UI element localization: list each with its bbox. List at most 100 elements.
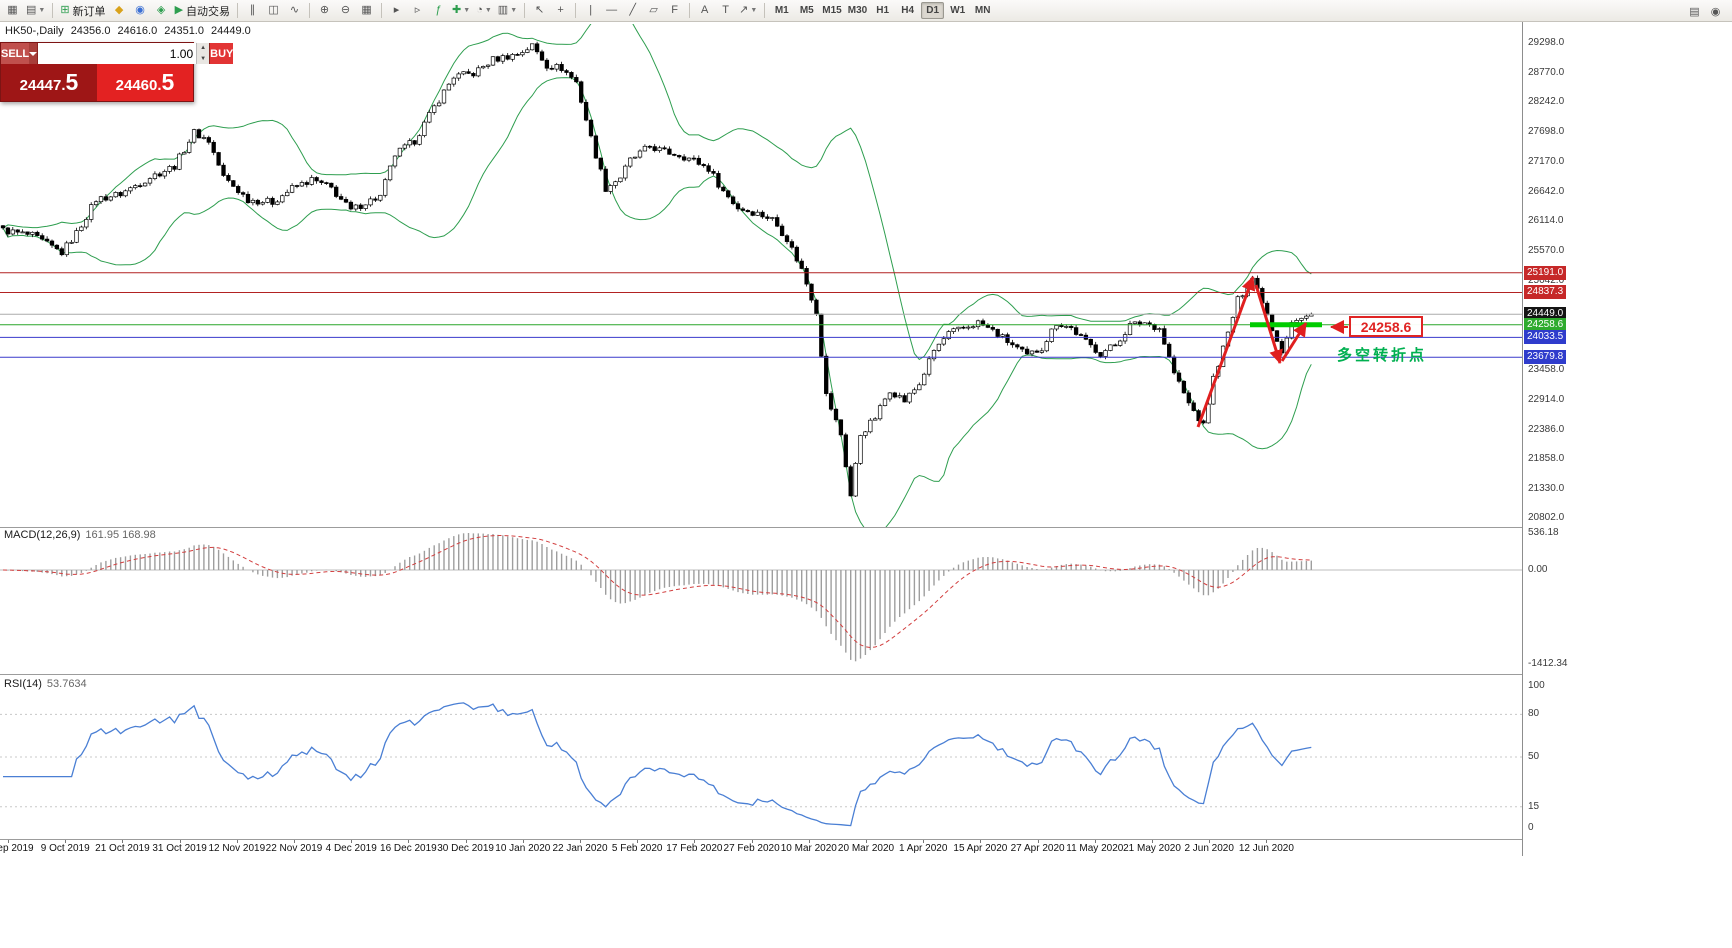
buy-price[interactable]: 24460. 5 <box>97 64 193 101</box>
timeframe-m5[interactable]: M5 <box>799 5 814 16</box>
toolbar-separator <box>309 3 311 18</box>
fibonacci-icon[interactable]: F <box>665 2 684 20</box>
volume-down-icon[interactable]: ▼ <box>197 53 210 64</box>
volume-up-icon[interactable]: ▲ <box>197 43 210 54</box>
crosshair-icon[interactable]: + <box>551 2 570 20</box>
alerts-icon[interactable]: ◉ <box>1710 5 1721 18</box>
date-tick-mark <box>980 840 982 843</box>
candlestick-chart-icon[interactable]: ◫ <box>264 2 283 20</box>
ohlc-close: 24449.0 <box>210 25 251 37</box>
text-icon[interactable]: T <box>716 2 735 20</box>
date-label: 5 Feb 2020 <box>611 843 663 854</box>
support-price-label[interactable]: 24258.6 <box>1349 316 1423 337</box>
main-macd-separator[interactable] <box>0 527 1568 528</box>
price-tick: 25570.0 <box>1528 245 1565 257</box>
date-tick-mark <box>751 840 753 843</box>
price-tick: 22386.0 <box>1528 423 1565 435</box>
price-scale[interactable]: 29298.0 28770.0 28242.0 27698.0 27170.0 26642… <box>1522 22 1568 856</box>
zoom-out-icon-glyph: ⊖ <box>340 4 351 16</box>
sell-button[interactable]: SELL <box>1 43 30 64</box>
macd-rsi-separator[interactable] <box>0 674 1568 675</box>
tile-windows-icon[interactable]: ▦ <box>357 2 376 20</box>
date-tick-mark <box>351 840 353 843</box>
bar-chart-icon-glyph: ∥ <box>249 4 256 16</box>
chevron-down-icon: ▼ <box>463 7 471 14</box>
sell-price[interactable]: 24447. 5 <box>1 64 97 101</box>
price-tick: 25042.0 <box>1528 275 1565 287</box>
timeframe-mn[interactable]: MN <box>974 5 991 16</box>
price-tick: 21330.0 <box>1528 482 1565 494</box>
trendline-icon[interactable]: ╱ <box>623 2 642 20</box>
timeframe-h1[interactable]: H1 <box>876 5 890 16</box>
timeframe-m15[interactable]: M15 <box>822 5 842 16</box>
rsi-axis-tick: 0 <box>1528 822 1534 833</box>
toolbar-separator <box>524 3 526 18</box>
new-chart-icon-glyph: ▦ <box>7 4 18 16</box>
ohlc-low: 24351.0 <box>164 25 204 37</box>
cursor-icon[interactable]: ↖ <box>530 2 549 20</box>
turning-point-note[interactable]: 多空转折点 <box>1337 347 1428 364</box>
timeframe-h4[interactable]: H4 <box>901 5 915 16</box>
autotrading-button[interactable]: ▶ 自动交易 <box>173 2 232 20</box>
line-chart-icon[interactable]: ∿ <box>285 2 304 20</box>
vertical-line-icon-glyph: | <box>589 4 593 16</box>
zoom-in-icon[interactable]: ⊕ <box>315 2 334 20</box>
auto-scroll-icon[interactable]: ▸ <box>387 2 406 20</box>
autotrading-button-label: 自动交易 <box>186 5 231 18</box>
mql5-icon[interactable]: ◈ <box>152 2 171 20</box>
channel-icon[interactable]: ▱ <box>644 2 663 20</box>
fibonacci-icon-glyph: F <box>671 4 678 16</box>
timeframe-d1[interactable]: D1 <box>921 2 945 19</box>
experts-icon[interactable]: ◉ <box>131 2 150 20</box>
zoom-in-icon-glyph: ⊕ <box>319 4 330 16</box>
price-badge: 24449.0 <box>1524 307 1567 322</box>
date-tick-mark <box>1152 840 1153 843</box>
volume-stepper[interactable]: ▲ ▼ <box>196 43 210 64</box>
quotes-panel-icon[interactable]: ▤ <box>1689 5 1700 18</box>
chevron-down-icon: ▼ <box>750 7 758 14</box>
history-center-icon[interactable]: ◆ <box>110 2 129 20</box>
indicators-icon[interactable]: ƒ <box>429 2 448 20</box>
price-tick: 28770.0 <box>1528 66 1565 78</box>
horizontal-line-icon[interactable]: — <box>602 2 621 20</box>
templates-icon[interactable]: ▥ ▼ <box>496 2 519 20</box>
toolbar-separator <box>575 3 577 18</box>
date-label: 22 Jan 2020 <box>552 843 608 854</box>
toolbar: ▦ ▤ ▼ ⊞ 新订单 ◆ ◉ ◈ ▶ 自动交易 ∥ ◫ ∿ ⊕ ⊖ ▦ ▸ ▹ ƒ ✚ ▼ ◔ ▼ ▥ ▼ ↖ + | — ╱ ▱ F A T ↗… <box>0 0 1732 22</box>
date-tick-mark <box>236 840 238 843</box>
date-label: 2 Jun 2020 <box>1184 843 1234 854</box>
rsi-axis-separator <box>0 839 1568 840</box>
bar-chart-icon[interactable]: ∥ <box>243 2 262 20</box>
add-indicator-icon[interactable]: ✚ ▼ <box>450 2 472 20</box>
date-label: 12 Jun 2020 <box>1238 843 1294 854</box>
timeframe-m1[interactable]: M1 <box>774 5 789 16</box>
arrows-tool-icon[interactable]: ↗ ▼ <box>737 2 759 20</box>
chart-shift-icon-glyph: ▹ <box>414 4 421 16</box>
chevron-down-icon: ▼ <box>510 7 518 14</box>
toolbar-right-items: ▤ ◉ <box>1684 0 1726 22</box>
timeframe-w1[interactable]: W1 <box>950 5 966 16</box>
timeframe-m30[interactable]: M30 <box>847 5 868 16</box>
volume-input[interactable] <box>38 43 197 64</box>
toolbar-items: ▦ ▤ ▼ ⊞ 新订单 ◆ ◉ ◈ ▶ 自动交易 ∥ ◫ ∿ ⊕ ⊖ ▦ ▸ ▹ ƒ ✚ ▼ ◔ ▼ ▥ ▼ ↖ + | — ╱ ▱ F A T ↗… <box>0 0 995 22</box>
zoom-out-icon[interactable]: ⊖ <box>336 2 355 20</box>
chart-shift-icon[interactable]: ▹ <box>408 2 427 20</box>
periods-icon[interactable]: ◔ ▼ <box>474 2 494 20</box>
date-tick-mark <box>408 840 410 843</box>
text-label-icon[interactable]: A <box>695 2 714 20</box>
macd-axis-tick: 0.00 <box>1528 564 1548 575</box>
vertical-line-icon[interactable]: | <box>581 2 600 20</box>
new-chart-icon[interactable]: ▦ <box>3 2 22 20</box>
price-tick: 27698.0 <box>1528 126 1565 138</box>
profiles-icon[interactable]: ▤ ▼ <box>24 2 47 20</box>
trade-options-dropdown[interactable] <box>29 43 38 64</box>
cursor-icon-glyph: ↖ <box>535 4 545 16</box>
new-order-button[interactable]: ⊞ 新订单 <box>58 2 107 20</box>
chart-ohlc-header: HK50-,Daily 24356.0 24616.0 24351.0 24449.0 <box>5 25 258 37</box>
rsi-value: 53.7634 <box>46 678 87 690</box>
date-label: 12 Nov 2019 <box>208 843 266 854</box>
price-tick: 21858.0 <box>1528 453 1565 465</box>
buy-button[interactable]: BUY <box>210 43 234 64</box>
